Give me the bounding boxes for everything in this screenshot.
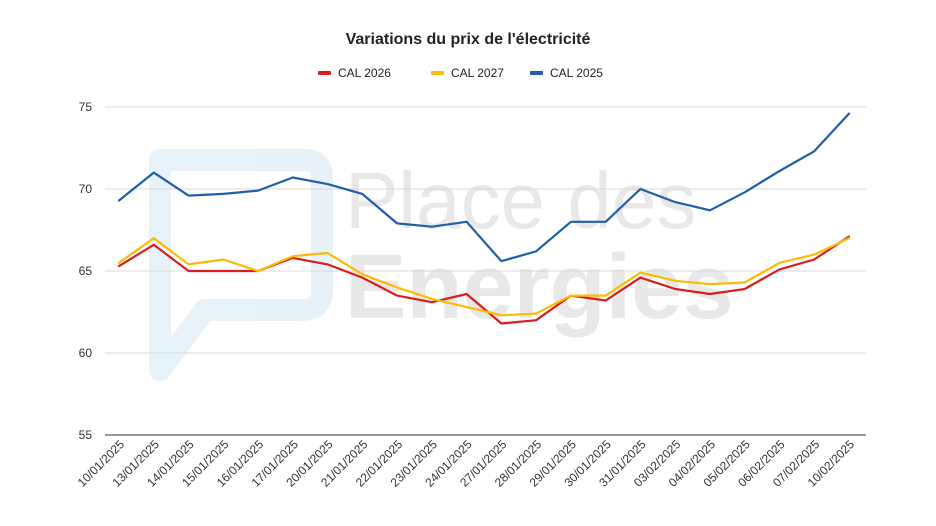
y-tick-label: 70 <box>79 182 93 196</box>
legend: CAL 2026 CAL 2027 CAL 2025 <box>318 66 603 80</box>
y-axis: 55 60 65 70 75 <box>79 100 93 442</box>
watermark-line1: Place des <box>345 156 696 245</box>
legend-label: CAL 2025 <box>550 66 603 80</box>
legend-item: CAL 2027 <box>431 66 504 80</box>
legend-swatch <box>431 71 444 75</box>
legend-label: CAL 2027 <box>451 66 504 80</box>
series-line-cal-2025 <box>117 112 851 263</box>
legend-swatch <box>318 71 331 75</box>
series-line-cal-2027 <box>117 237 851 317</box>
watermark-line2: Energies <box>345 236 734 338</box>
watermark: Place des Energies <box>149 149 734 381</box>
watermark-logo-icon <box>149 149 333 381</box>
chart-title: Variations du prix de l'électricité <box>346 31 591 48</box>
legend-label: CAL 2026 <box>338 66 391 80</box>
y-tick-label: 55 <box>79 428 93 442</box>
series-line-cal-2026 <box>117 235 851 325</box>
legend-item: CAL 2025 <box>530 66 603 80</box>
y-tick-label: 75 <box>79 100 93 114</box>
series-lines <box>117 112 851 325</box>
legend-swatch <box>530 71 543 75</box>
y-tick-label: 65 <box>79 264 93 278</box>
x-axis: 10/01/202513/01/202514/01/202515/01/2025… <box>75 437 858 490</box>
y-tick-label: 60 <box>79 346 93 360</box>
legend-item: CAL 2026 <box>318 66 391 80</box>
